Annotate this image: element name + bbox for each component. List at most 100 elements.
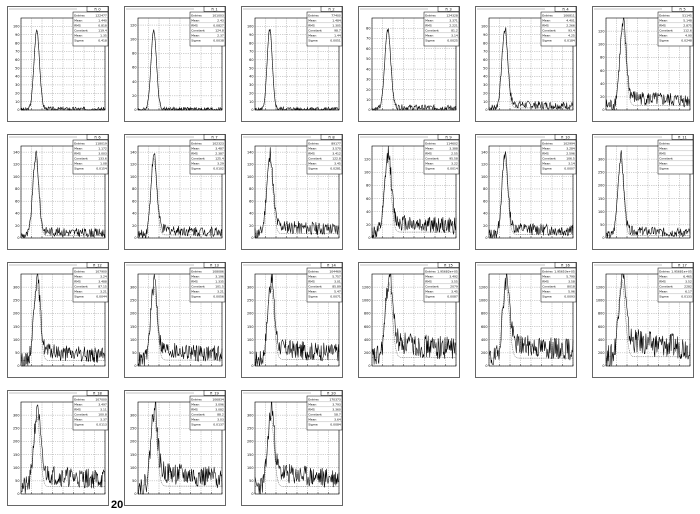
stats-label: Mean — [425, 275, 433, 279]
y-tick-label: 0 — [368, 108, 370, 112]
y-tick-label: 120 — [130, 163, 136, 167]
y-tick-label: 60 — [132, 199, 136, 203]
stats-value: 5.96 — [568, 290, 575, 294]
y-tick-label: 200 — [130, 440, 136, 444]
y-tick-label: 60 — [132, 66, 136, 70]
fit-curve — [605, 278, 690, 357]
plot-frame — [371, 17, 457, 111]
stats-value: 3.196 — [215, 275, 224, 279]
stats-value: 95.58 — [449, 157, 458, 161]
y-tick-label: 60 — [483, 199, 487, 203]
histogram-title: fi_1 — [211, 8, 217, 12]
histogram-series — [254, 273, 340, 367]
stats-label: Constant — [542, 285, 556, 289]
title-box — [86, 390, 109, 396]
plot-frame — [137, 145, 223, 239]
stats-label: Sigma — [308, 295, 318, 299]
stats-label: Mean — [542, 275, 550, 279]
histogram-title: fi_3 — [445, 8, 451, 12]
histogram-series — [20, 150, 106, 239]
y-tick-label: 100 — [130, 175, 136, 179]
y-tick-label: 0 — [251, 364, 253, 368]
histogram-title: fi_13 — [210, 264, 219, 268]
stats-value: 101003 — [212, 14, 224, 18]
y-tick-label: 150 — [13, 325, 19, 329]
stats-label: Entries — [191, 14, 202, 18]
y-tick-label: 150 — [130, 453, 136, 457]
y-tick-label: 250 — [130, 426, 136, 430]
stats-label: Constant — [659, 29, 673, 33]
stats-box — [72, 395, 109, 431]
title-box — [554, 6, 577, 12]
histogram-series — [254, 401, 340, 495]
y-tick-label: 250 — [598, 170, 604, 174]
stats-label: Entries — [542, 270, 553, 274]
stats-value: 8018 — [567, 285, 575, 289]
plot-frame — [371, 145, 457, 239]
stats-label: Entries — [308, 14, 319, 18]
title-box — [320, 6, 343, 12]
stats-value: 3.488 — [98, 280, 107, 284]
histogram-title: fi_12 — [93, 264, 102, 268]
stats-label: RMS — [74, 408, 81, 412]
stats-label: Entries — [659, 142, 670, 146]
stats-value: 0.0113 — [96, 423, 107, 427]
histogram-series — [605, 150, 691, 239]
histogram-svg: fi_13 0 50 100 150 200 250 300 Entries 108086 Mean… — [124, 262, 226, 378]
stats-label: RMS — [191, 24, 198, 28]
stats-value: 2282 — [684, 285, 692, 289]
y-tick-label: 80 — [249, 187, 253, 191]
stats-value: 3.11 — [100, 408, 107, 412]
y-tick-label: 120 — [130, 23, 136, 27]
stats-label: Sigma — [308, 167, 318, 171]
histogram-svg: fi_12 0 50 100 150 200 250 300 Entries 107900 Mean… — [7, 262, 109, 378]
histogram-svg: fi_19 0 50 100 150 200 250 300 Entries 106834 Mean… — [124, 390, 226, 506]
stats-value: 3.570 — [332, 147, 341, 151]
stats-value: 124.8 — [215, 29, 224, 33]
y-tick-label: 50 — [132, 479, 136, 483]
stats-label: RMS — [308, 280, 315, 284]
stats-value: 125.4 — [215, 157, 224, 161]
stats-label: Mean — [659, 162, 667, 166]
stats-box — [423, 267, 460, 303]
stats-value: 0.0827 — [213, 24, 224, 28]
y-tick-label: 200 — [247, 440, 253, 444]
fit-curve — [606, 27, 690, 106]
fit-curve — [138, 413, 222, 487]
stats-value: 1.08 — [100, 162, 107, 166]
histogram-pad: fi_2 0 10 20 30 40 50 60 70 80 90 100 Entries 77400 Me… — [241, 6, 343, 122]
stats-value: 3.45 — [334, 162, 341, 166]
stats-value: 0.0154 — [96, 167, 107, 171]
stats-value: 170373 — [329, 398, 341, 402]
y-tick-label: 1200 — [479, 285, 488, 289]
histogram-pad: fi_0 0 10 20 30 40 50 60 70 80 90 100 Entries 122477 M… — [7, 6, 109, 122]
histogram-pad: fi_3 0 10 20 30 40 50 60 70 80 Entries 124328 Mean 3.… — [358, 6, 460, 122]
stats-label: Mean — [308, 19, 316, 23]
y-tick-label: 0 — [602, 364, 604, 368]
y-tick-label: 50 — [15, 66, 19, 70]
y-tick-label: 10 — [366, 98, 370, 102]
stats-label: Sigma — [74, 423, 84, 427]
stats-label: Entries — [74, 142, 85, 146]
stats-label: Constant — [308, 157, 322, 161]
stats-value: 0.818 — [98, 24, 107, 28]
histogram-title: fi_15 — [444, 264, 453, 268]
y-tick-label: 80 — [366, 26, 370, 30]
stats-box — [423, 11, 460, 47]
stats-label: Constant — [191, 157, 205, 161]
y-tick-label: 40 — [15, 212, 19, 216]
y-tick-label: 250 — [247, 426, 253, 430]
y-tick-label: 0 — [485, 236, 487, 240]
y-tick-label: 100 — [130, 338, 136, 342]
y-tick-label: 1200 — [362, 285, 371, 289]
y-tick-label: 50 — [15, 479, 19, 483]
stats-value: 3.284 — [566, 147, 575, 151]
stats-value: 6.17 — [685, 290, 692, 294]
fit-curve — [21, 281, 105, 361]
stats-box — [423, 139, 460, 175]
stats-value: 2.221 — [449, 24, 458, 28]
stats-label: Mean — [74, 275, 82, 279]
stats-label: Mean — [191, 162, 199, 166]
stats-value: 112.6 — [683, 29, 692, 33]
stats-label: Mean — [425, 19, 433, 23]
